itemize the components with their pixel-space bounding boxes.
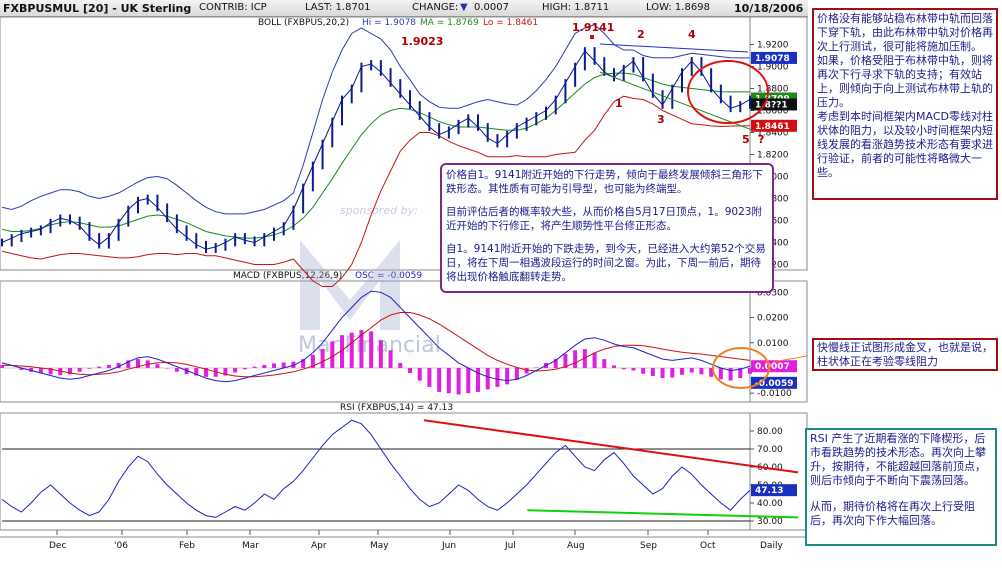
annot-wave3: 3	[657, 113, 665, 126]
rsi-tick-label: 70.00	[757, 445, 783, 455]
month-label: Aug	[567, 541, 585, 551]
macd-tick-label: 0.0200	[757, 314, 789, 324]
price-tick-label: 1.9000	[757, 63, 789, 73]
watermark-logo-shape	[300, 240, 400, 330]
price-tick-label: 1.9200	[757, 41, 789, 51]
annot-wave4: 4	[688, 28, 696, 41]
tag-macd-bg	[751, 360, 797, 373]
tag-lo-bg	[751, 119, 797, 132]
macd-line	[1, 290, 751, 383]
tag-osc: -0.0059	[755, 379, 793, 389]
note-main-p1: 价格自1。9141附近开始的下行走势，倾向于最终发展倾斜三角形下跌形态。其性质有…	[446, 169, 763, 195]
change-value: 0.0007	[474, 2, 509, 13]
month-label: Sep	[640, 541, 657, 551]
tag-lo: 1.8461	[755, 122, 790, 132]
bollinger-ma-line	[1, 72, 750, 239]
annot-peak2: 1.9141	[572, 21, 614, 34]
annot-wave2: 2	[637, 28, 645, 41]
macd-tick-label: -0.0100	[757, 389, 792, 399]
annot-wave1: 1	[615, 97, 623, 110]
boll-lo-legend: Lo = 1.8461	[483, 18, 538, 28]
header-bar: FXBPUSMUL [20] - UK Sterling CONTRIB: IC…	[0, 0, 808, 17]
tag-hi: 1.9078	[755, 54, 790, 64]
boll-legend: BOLL (FXBPUS,20,2)	[258, 18, 349, 28]
down-arrow-icon: ▼	[460, 2, 468, 13]
bollinger-note-p1: 价格没有能够站稳布林带中轨而回落下穿下轨，由此布林带中轨对价格再次上行测试，很可…	[817, 12, 993, 53]
change-label: CHANGE:	[412, 2, 459, 13]
macd-signal-line	[2, 312, 751, 378]
tag-hi-bg	[751, 51, 797, 64]
note-main-p2: 目前评估后者的概率较大些，从而价格自5月17日顶点，1。9023附近开始的下行修…	[446, 206, 762, 232]
month-label: Dec	[49, 541, 66, 551]
month-label: Apr	[311, 541, 327, 551]
panel-frame-p	[0, 16, 808, 271]
bollinger-lower-line	[1, 95, 751, 287]
price-tick-label: 1.8800	[757, 85, 789, 95]
bollinger-note: 价格没有能够站稳布林带中轨而回落下穿下轨，由此布林带中轨对价格再次上行测试，很可…	[812, 8, 998, 200]
rsi-red-trendline	[423, 419, 799, 474]
chart-date: 10/18/2006	[734, 2, 804, 15]
annot-question: ?	[758, 133, 764, 146]
rsi-note-p1: RSI 产生了近期看涨的下降楔形，后市看跌趋势的技术形态。再次向上攀升，按期待，…	[810, 432, 986, 487]
macd-highlight-circle	[712, 347, 770, 389]
rsi-line	[1, 419, 751, 518]
peak-marker	[590, 35, 594, 39]
triangle-upper-line	[599, 43, 749, 53]
tag-macd: 0.0007	[755, 362, 790, 372]
panel-frame-m	[0, 280, 808, 403]
watermark-sponsored: sponsored by:	[340, 204, 418, 217]
rsi-note: RSI 产生了近期看涨的下降楔形，后市看跌趋势的技术形态。再次向上攀升，按期待，…	[805, 428, 997, 546]
low-price: LOW: 1.8698	[646, 2, 710, 13]
note-main-p3: 自1。9141附近开始的下跌走势，到今天，已经进入大约第52个交易日，将在下周一…	[446, 243, 766, 283]
high-price: HIGH: 1.8711	[542, 2, 610, 13]
month-label: Oct	[700, 541, 716, 551]
price-tick-label: 1.8200	[757, 151, 789, 161]
rsi-note-p2: 从而，期待价格将在再次上行受阻后，再次向下作大幅回落。	[810, 500, 975, 527]
panel-frame-r	[0, 412, 808, 531]
annot-wave5: 5	[742, 133, 750, 146]
symbol-title: FXBPUSMUL [20] - UK Sterling	[3, 2, 192, 15]
month-label: Mar	[242, 541, 259, 551]
rsi-tick-label: 30.00	[757, 517, 783, 527]
tag-ma: 1.8??1	[755, 100, 788, 110]
bollinger-note-p2: 如果，价格受阻于布林带中轨，则将再次下行寻求下轨的支持；有效站上，则倾向于向上测…	[817, 54, 993, 109]
price-tick-label: 1.8400	[757, 129, 789, 139]
macd-callout-line	[772, 355, 808, 363]
macd-tick-label: 0.0300	[757, 288, 789, 298]
macd-tick-label: 0.0100	[757, 339, 789, 349]
rsi-tick-label: 80.00	[757, 427, 783, 437]
triangle-lower-line	[599, 71, 753, 131]
month-label: Jun	[441, 541, 456, 551]
tag-rsi: 47.13	[755, 486, 783, 496]
macd-note: 快慢线正试图形成金叉，也就是说，柱状体正在考验零线阻力	[812, 338, 998, 371]
last-price: LAST: 1.8701	[305, 2, 371, 13]
month-label: Daily	[760, 541, 783, 551]
bollinger-note-p3: 考虑到本时间框架内MACD零线对柱状体的阻力，以及较小时间框架内短线发展的看涨趋…	[817, 110, 993, 179]
macd-legend: MACD (FXBPUS,12,26,9)	[233, 271, 342, 281]
contrib-label: CONTRIB: ICP	[199, 2, 267, 13]
macd-osc-legend: OSC = -0.0059	[355, 271, 422, 281]
month-label: Jul	[504, 541, 516, 551]
chart-canvas: BOLL (FXBPUS,20,2) Hi = 1.9078 MA = 1.8769…	[0, 16, 808, 551]
watermark-logo-icon	[300, 240, 400, 330]
price-line	[1, 50, 751, 250]
rsi-green-trendline	[527, 509, 799, 519]
bollinger-upper-line	[1, 24, 750, 215]
rsi-legend: RSI (FXBPUS,14) = 47.13	[340, 403, 453, 413]
price-tick-label: 1.8600	[757, 107, 789, 117]
tag-rsi-bg	[751, 484, 797, 497]
month-label: '06	[114, 541, 128, 551]
boll-hi-legend: Hi = 1.9078	[362, 18, 416, 28]
month-label: Feb	[179, 541, 195, 551]
month-label: May	[370, 541, 389, 551]
rsi-tick-label: 40.00	[757, 499, 783, 509]
price-highlight-circle	[687, 60, 769, 124]
boll-ma-legend: MA = 1.8769	[420, 18, 479, 28]
analysis-note-main: 价格自1。9141附近开始的下行走势，倾向于最终发展倾斜三角形下跌形态。其性质有…	[440, 163, 774, 293]
annot-peak1: 1.9023	[401, 35, 443, 48]
